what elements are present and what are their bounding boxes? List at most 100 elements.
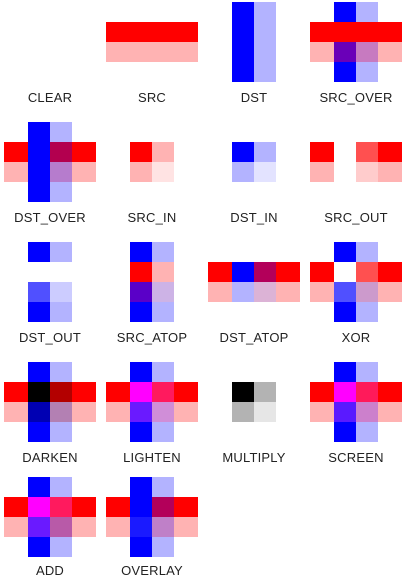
cell-tr [152, 497, 174, 517]
composite-preview-src-out [306, 120, 406, 210]
mode-label: SRC_OUT [324, 210, 388, 225]
cell-tl [28, 497, 50, 517]
composite-preview-dst-out [0, 240, 100, 330]
mode-tile-src-atop: SRC_ATOP [102, 240, 202, 360]
cell-br [152, 402, 174, 422]
cell-tr [356, 382, 378, 402]
mode-label: SRC [137, 90, 167, 105]
cell-br [152, 517, 174, 537]
cell-br [254, 162, 276, 182]
mode-tile-dst-atop: DST_ATOP [204, 240, 304, 360]
mode-label: DST_IN [230, 210, 278, 225]
mode-label: SRC_IN [127, 210, 177, 225]
mode-label: ADD [35, 563, 65, 578]
mode-label: DARKEN [22, 450, 78, 465]
mode-tile-src: SRC [102, 0, 202, 120]
overlap-tr [50, 142, 72, 162]
cell-tl [130, 262, 152, 282]
composite-preview-screen [306, 360, 406, 450]
cell-m-right [50, 282, 72, 302]
cell-tl [334, 262, 356, 282]
cell-tl [130, 382, 152, 402]
mode-label: DST_OUT [18, 330, 82, 345]
cell-bl [130, 402, 152, 422]
cell-tl [334, 382, 356, 402]
cell-bl [232, 402, 254, 422]
cell-bl [334, 282, 356, 302]
cell-tr [254, 262, 276, 282]
composite-preview-clear [0, 0, 100, 90]
cell-bl [28, 402, 50, 422]
src-rect-bottom [106, 42, 198, 62]
dst-rect-right [254, 2, 276, 82]
src-rect-top [106, 22, 198, 42]
cell-tl [232, 262, 254, 282]
dst-left [28, 122, 50, 202]
dst-rect-left [232, 2, 254, 82]
mode-tile-dst-out: DST_OUT [0, 240, 100, 360]
mode-tile-xor: XOR [306, 240, 406, 360]
composite-preview-dst [204, 0, 304, 90]
mode-label: DST_OVER [14, 210, 86, 225]
composite-preview-src-atop [102, 240, 202, 330]
cell-t-right [50, 242, 72, 262]
composite-preview-xor [306, 240, 406, 330]
composite-preview-src-over [306, 0, 406, 90]
cell-tr [50, 382, 72, 402]
cell-r-bottom [378, 162, 402, 182]
composite-preview-darken [0, 360, 100, 450]
cell-m-left [28, 282, 50, 302]
cell-tr [254, 382, 276, 402]
composite-preview-add [0, 465, 100, 557]
cell-br [356, 282, 378, 302]
cell-br [356, 402, 378, 422]
mode-tile-dst-over: DST_OVER [0, 120, 100, 240]
composite-preview-src-in [102, 120, 202, 210]
src-top [310, 22, 402, 42]
overlap-bl [334, 42, 356, 62]
cell-bl [232, 282, 254, 302]
composite-preview-dst-over [0, 120, 100, 210]
cell-tr [152, 262, 174, 282]
cell-br [50, 517, 72, 537]
mode-tile-dst-in: DST_IN [204, 120, 304, 240]
overlap-br [50, 162, 72, 182]
composite-preview-dst-in [204, 120, 304, 210]
mode-tile-add: ADD [0, 465, 100, 585]
cell-tr [152, 382, 174, 402]
mode-label: SCREEN [328, 450, 384, 465]
mode-tile-src-in: SRC_IN [102, 120, 202, 240]
mode-label: LIGHTEN [123, 450, 181, 465]
cell-tl [232, 382, 254, 402]
mode-tile-src-out: SRC_OUT [306, 120, 406, 240]
cell-bl [130, 162, 152, 182]
cell-tl [28, 382, 50, 402]
cell-tr [152, 142, 174, 162]
cell-mr-bottom [356, 162, 378, 182]
mode-tile-multiply: MULTIPLY [204, 360, 304, 480]
mode-tile-src-over: SRC_OVER [306, 0, 406, 120]
mode-label: XOR [341, 330, 371, 345]
composite-preview-dst-atop [204, 240, 304, 330]
cell-l-top [310, 142, 334, 162]
cell-l-bottom [310, 162, 334, 182]
cell-t-left [28, 242, 50, 262]
cell-bl [232, 162, 254, 182]
cell-tl [130, 142, 152, 162]
mode-label: CLEAR [27, 90, 73, 105]
mode-label: DST_ATOP [219, 330, 289, 345]
mode-label: SRC_OVER [319, 90, 393, 105]
cell-br [254, 402, 276, 422]
cell-mr-top [356, 142, 378, 162]
mode-tile-lighten: LIGHTEN [102, 360, 202, 480]
composite-preview-multiply [204, 360, 304, 450]
mode-tile-overlay: OVERLAY [102, 465, 202, 585]
cell-br [254, 282, 276, 302]
mode-tile-dst: DST [204, 0, 304, 120]
overlap-br [356, 42, 378, 62]
cell-bl [130, 517, 152, 537]
cell-br [152, 282, 174, 302]
composite-preview-lighten [102, 360, 202, 450]
cell-tr [356, 262, 378, 282]
mode-tile-screen: SCREEN [306, 360, 406, 480]
